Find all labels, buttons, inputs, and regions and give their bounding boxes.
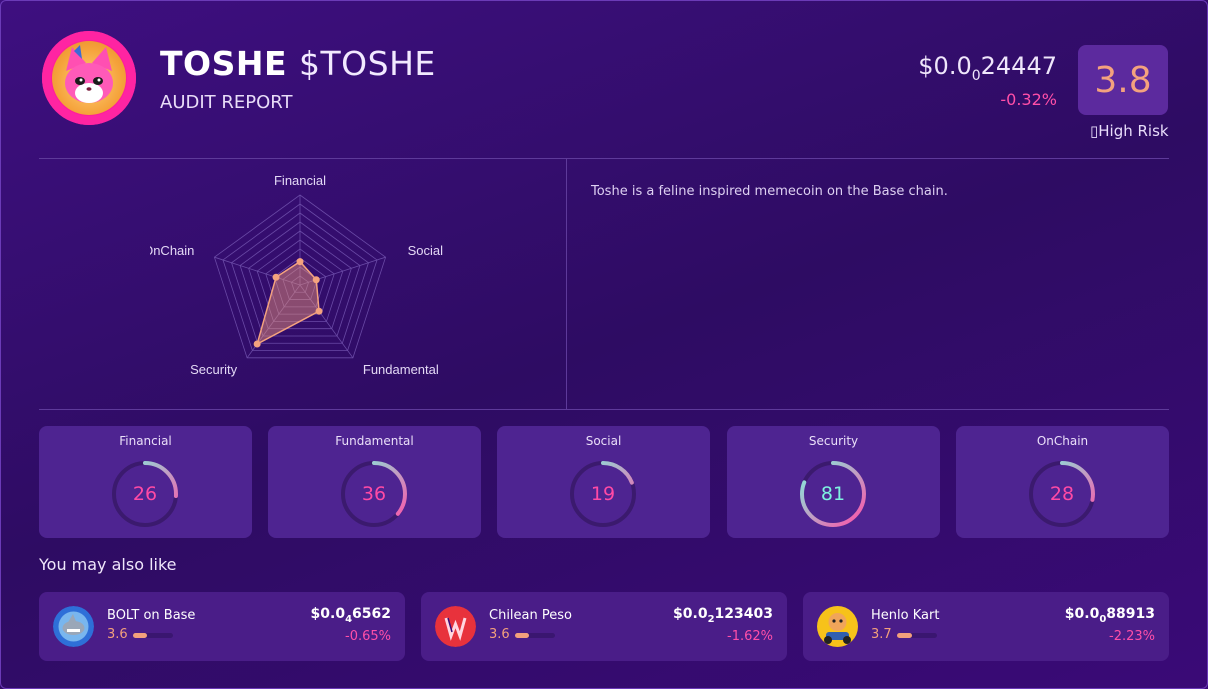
radar-point-onchain — [272, 273, 280, 281]
similar-token-name: Henlo Kart — [871, 608, 940, 623]
radar-grid-ring — [231, 212, 369, 344]
score-cards: Financial 26 Fundamental 36 Social 19 Security… — [39, 426, 1169, 538]
similar-token-score-bar — [897, 633, 937, 638]
price-change: -0.32% — [1000, 90, 1057, 109]
score-ring-progress — [800, 461, 866, 527]
score-card-value: 19 — [590, 483, 616, 505]
similar-token-score: 3.7 — [871, 627, 892, 642]
chilean-peso-icon — [435, 606, 476, 647]
similar-token-score: 3.6 — [107, 627, 128, 642]
score-card-label: Financial — [119, 434, 172, 448]
overall-score-badge[interactable]: 3.8 — [1078, 45, 1168, 115]
token-symbol: $TOSHE — [299, 44, 436, 83]
score-ring-progress — [112, 461, 178, 527]
score-card-fundamental[interactable]: Fundamental 36 — [268, 426, 481, 538]
score-ring-progress — [570, 461, 636, 527]
divider-top — [39, 158, 1169, 159]
similar-token-change: -1.62% — [727, 629, 773, 644]
token-description: Toshe is a feline inspired memecoin on t… — [591, 184, 948, 199]
score-ring-progress — [1029, 461, 1095, 527]
radar-point-fundamental — [315, 307, 323, 315]
also-like-heading: You may also like — [39, 555, 177, 574]
radar-grid-ring — [265, 248, 335, 315]
score-ring — [341, 461, 407, 527]
radar-grid-ring — [290, 275, 310, 293]
radar-point-security — [253, 340, 261, 348]
score-card-label: Security — [808, 434, 859, 448]
similar-token-price: $0.02123403 — [673, 606, 773, 625]
radar-grid-ring — [273, 257, 327, 308]
henlo-kart-icon — [817, 606, 858, 647]
radar-label-onchain: OnChain — [150, 243, 194, 258]
similar-token-name: BOLT on Base — [107, 608, 196, 623]
price-digits: 24447 — [980, 52, 1057, 80]
similar-token-card[interactable]: BOLT on Base 3.6 $0.046562 -0.65% — [39, 592, 405, 661]
score-card-value: 36 — [361, 483, 387, 505]
risk-label: ▯High Risk — [1090, 122, 1169, 140]
radar-point-social — [312, 276, 320, 284]
score-card-financial[interactable]: Financial 26 — [39, 426, 252, 538]
token-name: TOSHE — [160, 44, 287, 83]
similar-token-change: -0.65% — [345, 629, 391, 644]
similar-token-price: $0.0088913 — [1064, 606, 1155, 625]
radar-label-social: Social — [408, 243, 444, 258]
score-card-label: Social — [585, 434, 622, 448]
divider-vertical — [566, 159, 567, 409]
radar-point-financial — [296, 258, 304, 266]
score-card-value: 81 — [820, 483, 846, 505]
token-title: TOSHE $TOSHE — [160, 44, 436, 83]
token-price: $0.0024447 — [918, 52, 1057, 84]
score-ring-progress — [341, 461, 407, 527]
similar-token-change: -2.23% — [1109, 629, 1155, 644]
overall-score: 3.8 — [1094, 59, 1152, 101]
radar-axis — [299, 284, 354, 359]
risk-text: High Risk — [1098, 122, 1169, 140]
score-card-social[interactable]: Social 19 — [497, 426, 710, 538]
report-subtitle: AUDIT REPORT — [160, 92, 293, 113]
score-card-label: OnChain — [1036, 434, 1089, 448]
similar-token-card[interactable]: Chilean Peso 3.6 $0.02123403 -1.62% — [421, 592, 787, 661]
radar-grid-ring — [248, 230, 352, 330]
radar-label-fundamental: Fundamental — [363, 362, 439, 377]
pink-cat-logo-icon — [42, 31, 136, 125]
similar-token-score-bar — [133, 633, 173, 638]
similar-token-score-bar — [515, 633, 555, 638]
warning-icon: ▯ — [1090, 122, 1099, 140]
radar-label-financial: Financial — [274, 173, 326, 188]
radar-grid-ring — [213, 194, 387, 359]
score-card-value: 28 — [1049, 483, 1075, 505]
score-ring — [1029, 461, 1095, 527]
radar-grid-ring — [222, 203, 378, 351]
similar-token-score: 3.6 — [489, 627, 510, 642]
similar-token-price: $0.046562 — [310, 606, 391, 625]
price-prefix: $0.0 — [918, 52, 972, 80]
score-card-onchain[interactable]: OnChain 28 — [956, 426, 1169, 538]
score-ring — [570, 461, 636, 527]
similar-token-card[interactable]: Henlo Kart 3.7 $0.0088913 -2.23% — [803, 592, 1169, 661]
price-zero-count: 0 — [971, 67, 981, 84]
bolt-shark-icon — [53, 606, 94, 647]
score-ring — [800, 461, 866, 527]
radar-chart: Financial Social Fundamental Security OnChai… — [150, 173, 444, 377]
similar-token-name: Chilean Peso — [489, 608, 572, 623]
radar-label-security: Security — [190, 362, 237, 377]
score-card-label: Fundamental — [335, 434, 414, 448]
radar-grid-ring — [239, 221, 361, 337]
header: TOSHE $TOSHE AUDIT REPORT $0.0024447 -0.… — [0, 0, 1208, 158]
radar-data-area — [255, 260, 320, 346]
radar-axis — [214, 256, 301, 286]
score-card-value: 26 — [132, 483, 158, 505]
divider-middle — [39, 409, 1169, 410]
score-ring — [112, 461, 178, 527]
score-card-security[interactable]: Security 81 — [727, 426, 940, 538]
